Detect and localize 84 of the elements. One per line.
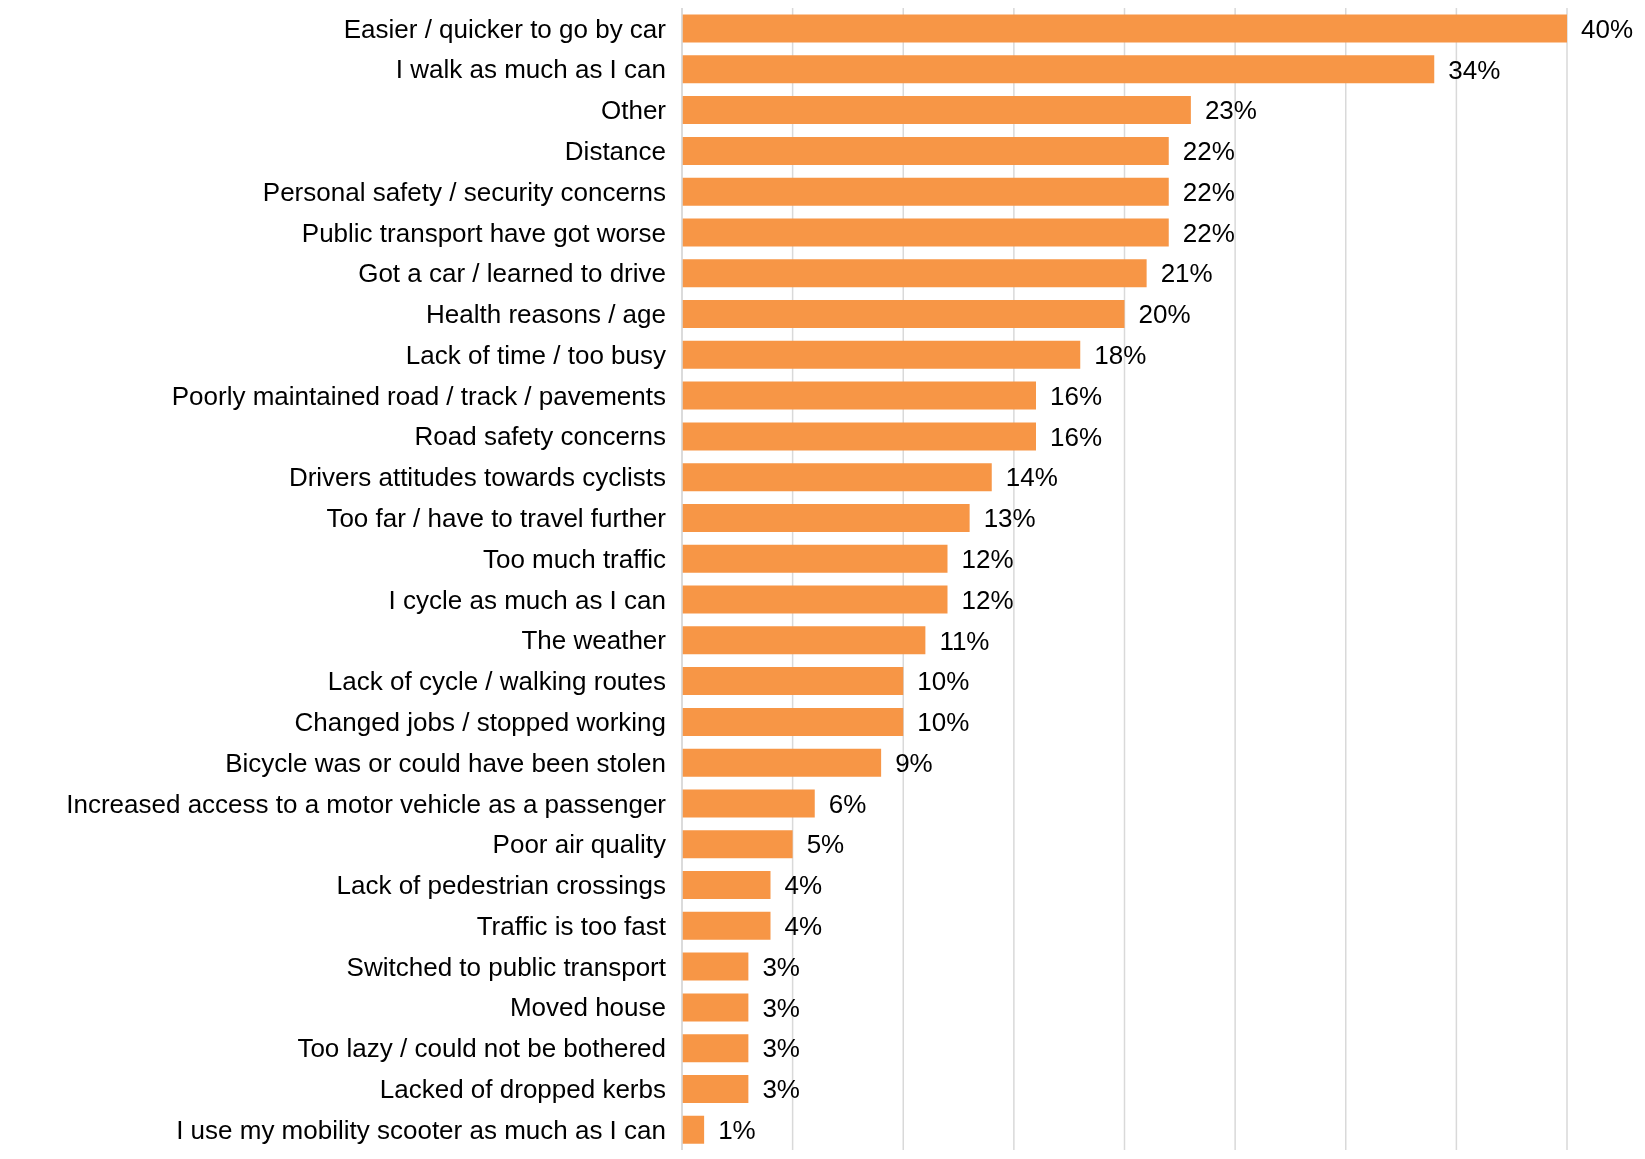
data-label: 18%: [1094, 340, 1147, 371]
data-label: 40%: [1581, 13, 1634, 44]
bar: [682, 503, 970, 532]
bar: [682, 55, 1435, 84]
bar: [682, 259, 1147, 288]
y-tick-label: I cycle as much as I can: [388, 584, 666, 615]
y-tick-label: Lack of cycle / walking routes: [327, 666, 666, 697]
bar: [682, 177, 1169, 206]
y-tick-label: Lacked of dropped kerbs: [379, 1074, 666, 1105]
data-label: 22%: [1182, 217, 1235, 248]
data-label: 23%: [1204, 95, 1257, 126]
data-label: 10%: [917, 707, 970, 738]
y-tick-label: Too far / have to travel further: [326, 503, 667, 534]
data-label: 14%: [1005, 462, 1058, 493]
data-label: 16%: [1050, 380, 1103, 411]
bar: [682, 381, 1036, 410]
data-label: 16%: [1050, 421, 1103, 452]
bar: [682, 1115, 705, 1144]
data-label: 20%: [1138, 299, 1191, 330]
y-tick-label: I walk as much as I can: [395, 54, 666, 85]
y-tick-label: Switched to public transport: [346, 951, 667, 982]
y-tick-label: Personal safety / security concerns: [262, 176, 666, 207]
y-tick-label: Other: [600, 95, 667, 126]
y-tick-label: Drivers attitudes towards cyclists: [288, 462, 666, 493]
bar: [682, 871, 771, 900]
y-tick-label: Increased access to a motor vehicle as a passenger: [66, 788, 667, 819]
bar: [682, 218, 1169, 247]
data-label: 12%: [961, 584, 1014, 615]
bar: [682, 789, 815, 818]
data-label: 4%: [784, 911, 823, 942]
bar: [682, 463, 992, 492]
data-label: 34%: [1448, 54, 1501, 85]
y-tick-label: Poor air quality: [492, 829, 666, 860]
data-label: 5%: [806, 829, 845, 860]
data-label: 9%: [895, 747, 933, 778]
y-tick-label: Public transport have got worse: [301, 217, 666, 248]
y-tick-label: Distance: [564, 135, 666, 166]
y-tick-label: Poorly maintained road / track / pavements: [171, 380, 666, 411]
y-tick-label: Lack of time / too busy: [405, 339, 666, 370]
bar: [682, 707, 904, 736]
bar: [682, 96, 1191, 125]
y-tick-label: Health reasons / age: [426, 299, 666, 330]
bar: [682, 340, 1081, 369]
y-tick-label: Changed jobs / stopped working: [294, 706, 666, 737]
y-tick-label: Traffic is too fast: [476, 910, 667, 941]
y-tick-label: Lack of pedestrian crossings: [336, 870, 666, 901]
data-label: 22%: [1182, 176, 1235, 207]
bar: [682, 544, 948, 573]
data-label: 21%: [1160, 258, 1213, 289]
data-label: 3%: [762, 951, 800, 982]
y-tick-label: Got a car / learned to drive: [358, 258, 666, 289]
y-tick-label: I use my mobility scooter as much as I can: [176, 1114, 666, 1145]
data-label: 1%: [718, 1114, 756, 1145]
bar: [682, 667, 904, 696]
y-tick-label: Road safety concerns: [414, 421, 666, 452]
data-label: 12%: [961, 543, 1014, 574]
bar: [682, 911, 771, 940]
data-label: 3%: [762, 1033, 800, 1064]
y-tick-label: Too much traffic: [482, 543, 666, 574]
data-label: 10%: [917, 666, 970, 697]
bar: [682, 1074, 749, 1103]
bar: [682, 952, 749, 981]
bar: [682, 993, 749, 1022]
data-label: 13%: [983, 503, 1036, 534]
bar: [682, 300, 1125, 329]
data-label: 6%: [828, 788, 867, 819]
bar: [682, 626, 926, 655]
y-tick-label: Moved house: [509, 992, 666, 1023]
data-label: 3%: [762, 1074, 800, 1105]
bar: [682, 136, 1169, 165]
y-tick-label: Too lazy / could not be bothered: [297, 1033, 666, 1064]
y-tick-label: Bicycle was or could have been stolen: [225, 747, 666, 778]
y-tick-label: The weather: [521, 625, 667, 656]
data-label: 11%: [939, 625, 990, 656]
bar: [682, 1034, 749, 1063]
bar: [682, 422, 1036, 451]
y-tick-label: Easier / quicker to go by car: [343, 13, 667, 44]
bar: [682, 830, 793, 859]
bar: [682, 585, 948, 614]
data-label: 22%: [1182, 136, 1235, 167]
bar: [682, 14, 1567, 43]
bar: [682, 748, 882, 777]
data-label: 4%: [784, 870, 823, 901]
data-label: 3%: [762, 992, 800, 1023]
